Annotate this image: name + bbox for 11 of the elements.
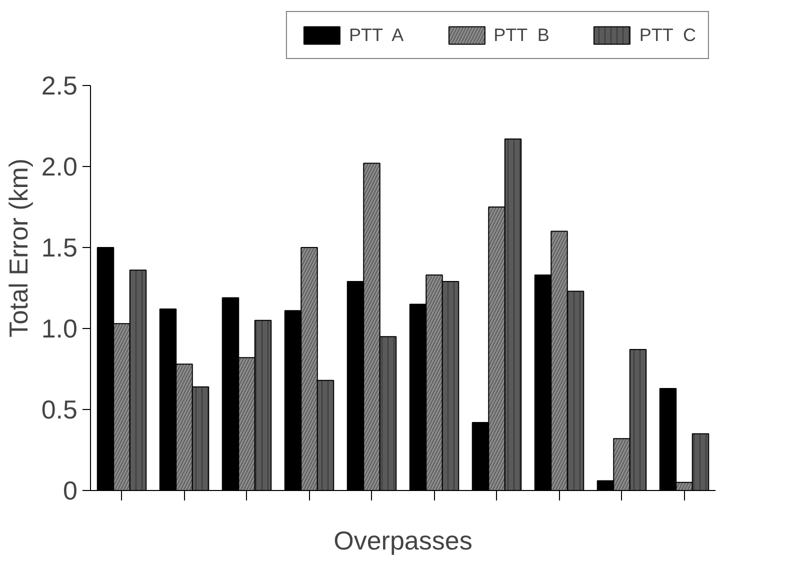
legend-label: PTT C — [639, 24, 696, 46]
y-tick-label: 0 — [63, 476, 78, 506]
y-tick-label: 1.5 — [41, 232, 78, 262]
legend-label: PTT A — [348, 24, 404, 46]
legend-label: PTT B — [494, 24, 550, 46]
y-tick-label: 2.0 — [41, 152, 78, 182]
y-tick-label: 0.5 — [41, 394, 78, 424]
y-tick-label: 2.5 — [41, 70, 78, 100]
y-tick-label: 1.0 — [41, 314, 78, 344]
y-axis-title: Total Error (km) — [3, 158, 34, 338]
x-axis-title: Overpasses — [334, 526, 472, 556]
